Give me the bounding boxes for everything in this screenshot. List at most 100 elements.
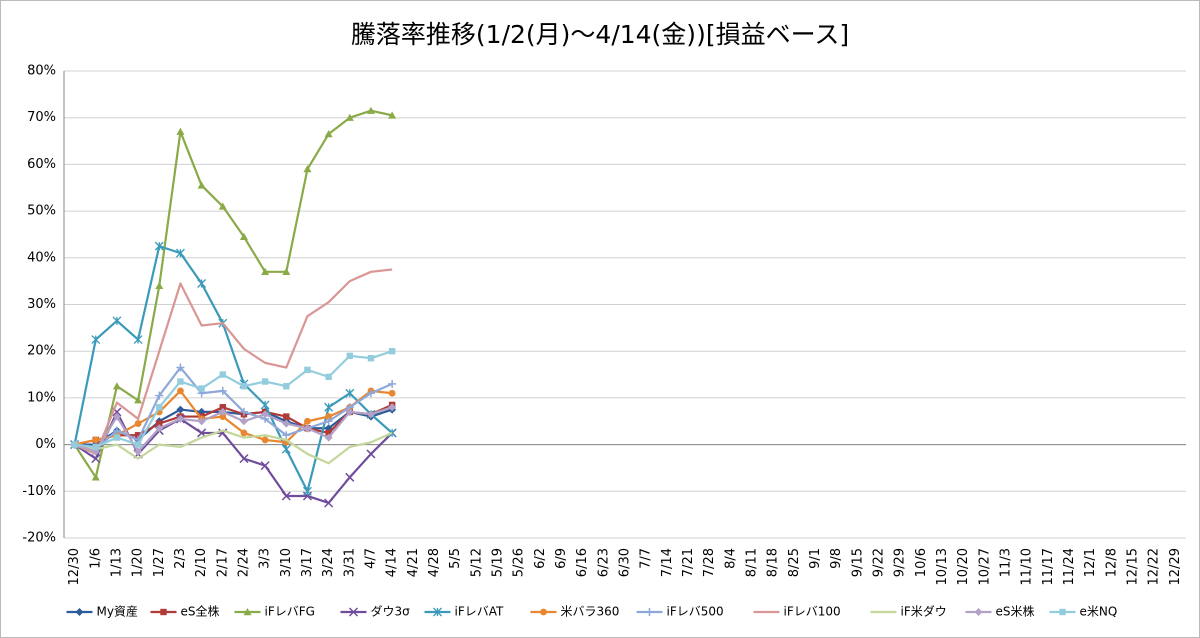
x-tick-label: 4/21 bbox=[406, 548, 421, 577]
marker bbox=[155, 424, 164, 433]
legend-label: e米NQ bbox=[1080, 605, 1118, 619]
x-tick-label: 10/20 bbox=[956, 548, 971, 585]
marker bbox=[367, 355, 375, 362]
marker bbox=[325, 373, 332, 381]
marker bbox=[1059, 608, 1066, 616]
x-tick-label: 11/3 bbox=[999, 548, 1014, 577]
x-tick-label: 8/4 bbox=[723, 548, 738, 569]
marker bbox=[433, 607, 442, 617]
marker bbox=[240, 383, 248, 390]
series-line bbox=[74, 406, 393, 453]
y-tick-label: 70% bbox=[27, 110, 56, 125]
marker bbox=[283, 413, 290, 420]
x-tick-label: 9/1 bbox=[808, 548, 823, 569]
marker bbox=[177, 387, 184, 395]
marker bbox=[218, 428, 228, 438]
legend-label: iFレバFG bbox=[265, 605, 315, 619]
marker bbox=[197, 417, 206, 426]
marker bbox=[239, 454, 249, 464]
marker bbox=[134, 441, 142, 448]
marker bbox=[282, 431, 291, 440]
x-tick-label: 5/19 bbox=[490, 548, 505, 577]
marker bbox=[282, 267, 291, 276]
marker bbox=[198, 385, 205, 392]
x-tick-label: 2/3 bbox=[173, 548, 188, 569]
marker bbox=[240, 429, 248, 437]
marker bbox=[260, 461, 270, 471]
series-line bbox=[74, 429, 393, 465]
x-tick-label: 6/23 bbox=[596, 548, 611, 577]
marker bbox=[75, 608, 84, 616]
x-tick-label: 10/13 bbox=[935, 548, 950, 585]
marker bbox=[261, 267, 270, 276]
marker bbox=[260, 400, 270, 410]
series-line bbox=[74, 268, 393, 456]
y-tick-label: -10% bbox=[22, 484, 56, 499]
x-tick-label: 7/7 bbox=[639, 548, 654, 569]
marker bbox=[112, 426, 121, 435]
marker bbox=[324, 498, 334, 508]
series-line bbox=[73, 109, 393, 479]
marker bbox=[302, 486, 312, 496]
x-tick-label: 1/20 bbox=[131, 548, 146, 577]
x-tick-label: 2/10 bbox=[194, 548, 209, 577]
x-tick-label: 11/24 bbox=[1062, 548, 1077, 585]
marker bbox=[176, 363, 185, 372]
x-tick-label: 7/21 bbox=[681, 548, 696, 577]
series-line bbox=[73, 245, 393, 493]
y-tick-label: 40% bbox=[27, 250, 56, 265]
marker bbox=[366, 389, 375, 398]
marker bbox=[177, 378, 184, 385]
marker bbox=[345, 113, 354, 121]
x-tick-label: 12/22 bbox=[1147, 548, 1162, 585]
marker bbox=[261, 410, 270, 419]
marker bbox=[304, 417, 311, 425]
x-tick-label: 12/30 bbox=[67, 548, 82, 585]
x-tick-label: 3/10 bbox=[279, 548, 294, 577]
legend-label: eS米株 bbox=[996, 604, 1035, 619]
marker bbox=[112, 412, 121, 421]
marker bbox=[303, 424, 312, 433]
x-tick-label: 12/15 bbox=[1126, 548, 1141, 585]
marker bbox=[156, 404, 163, 411]
x-tick-label: 11/17 bbox=[1041, 548, 1056, 585]
marker bbox=[176, 127, 185, 135]
marker bbox=[304, 366, 311, 374]
x-tick-label: 10/27 bbox=[977, 548, 992, 585]
x-tick-label: 9/22 bbox=[872, 548, 887, 577]
marker bbox=[282, 419, 291, 428]
x-tick-label: 3/24 bbox=[321, 548, 336, 577]
marker bbox=[197, 181, 206, 189]
series-line bbox=[74, 350, 393, 449]
marker bbox=[155, 281, 164, 290]
y-tick-label: 20% bbox=[27, 344, 56, 359]
marker bbox=[175, 248, 185, 258]
marker bbox=[345, 388, 355, 398]
marker bbox=[176, 405, 185, 414]
x-tick-label: 5/5 bbox=[448, 548, 463, 569]
marker bbox=[219, 371, 226, 378]
marker bbox=[239, 417, 248, 426]
marker bbox=[345, 472, 355, 482]
marker bbox=[388, 348, 396, 355]
legend-label: eS全株 bbox=[181, 604, 220, 619]
marker bbox=[388, 379, 397, 388]
x-tick-label: 1/13 bbox=[109, 548, 124, 577]
marker bbox=[388, 111, 397, 119]
marker bbox=[388, 389, 396, 397]
x-tick-label: 3/3 bbox=[258, 548, 273, 569]
marker bbox=[91, 454, 101, 464]
x-tick-label: 7/28 bbox=[702, 548, 717, 577]
marker bbox=[974, 608, 983, 616]
legend-label: iFレバ100 bbox=[784, 605, 841, 619]
marker bbox=[325, 413, 333, 420]
marker bbox=[239, 232, 248, 240]
marker bbox=[134, 447, 143, 456]
marker bbox=[218, 386, 227, 395]
x-tick-label: 5/12 bbox=[469, 548, 484, 577]
marker bbox=[133, 335, 143, 344]
x-tick-label: 4/28 bbox=[427, 548, 442, 577]
series-line bbox=[74, 389, 393, 446]
marker bbox=[366, 106, 375, 114]
x-tick-label: 9/15 bbox=[850, 548, 865, 577]
